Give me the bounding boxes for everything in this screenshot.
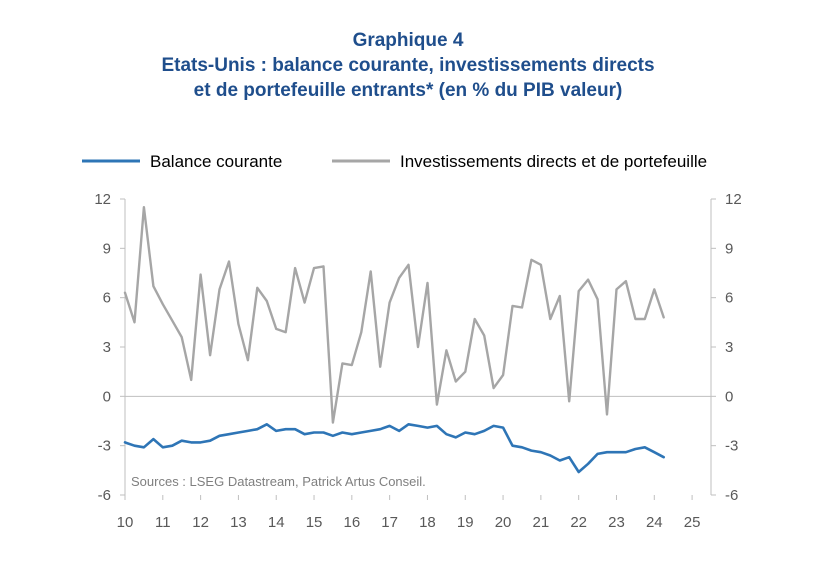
y-tick-label-left: 9 xyxy=(103,240,111,257)
chart-subtitle-line-1: Etats-Unis : balance courante, investiss… xyxy=(161,55,655,76)
chart-title: Graphique 4 xyxy=(352,30,464,51)
y-tick-label-left: -3 xyxy=(98,438,111,455)
x-tick-label: 16 xyxy=(343,514,360,531)
x-tick-label: 21 xyxy=(533,514,550,531)
x-tick-label: 24 xyxy=(646,514,663,531)
y-tick-label-right: 12 xyxy=(725,191,742,208)
x-tick-label: 10 xyxy=(117,514,134,531)
x-tick-label: 11 xyxy=(155,514,171,531)
series-layer xyxy=(123,206,665,474)
y-tick-label-right: 9 xyxy=(725,240,733,257)
y-tick-label-right: -6 xyxy=(725,487,738,504)
chart-subtitle-line-2: et de portefeuille entrants* (en % du PI… xyxy=(193,80,623,101)
source-note: Sources : LSEG Datastream, Patrick Artus… xyxy=(131,474,426,489)
x-tick-label: 20 xyxy=(495,514,512,531)
legend: Balance courante Investissements directs… xyxy=(82,152,707,171)
y-tick-label-right: 6 xyxy=(725,290,733,307)
y-tick-label-right: 0 xyxy=(725,388,733,405)
y-tick-label-right: -3 xyxy=(725,438,738,455)
legend-label-invest: Investissements directs et de portefeuil… xyxy=(400,152,707,171)
x-tick-label: 25 xyxy=(684,514,701,531)
x-tick-label: 19 xyxy=(457,514,474,531)
x-tick-label: 18 xyxy=(419,514,436,531)
x-tick-label: 23 xyxy=(608,514,625,531)
x-tick-label: 17 xyxy=(381,514,398,531)
x-tick-label: 15 xyxy=(306,514,323,531)
y-tick-label-left: 12 xyxy=(94,191,111,208)
series-line-balance-courante xyxy=(123,423,665,474)
x-tick-label: 12 xyxy=(192,514,209,531)
x-tick-label: 22 xyxy=(570,514,587,531)
y-tick-label-right: 3 xyxy=(725,339,733,356)
y-tick-label-left: 6 xyxy=(103,290,111,307)
y-tick-label-left: -6 xyxy=(98,487,111,504)
x-tick-label: 14 xyxy=(268,514,285,531)
x-tick-label: 13 xyxy=(230,514,247,531)
tick-layer: 12 12 9 9 6 6 3 3 0 0 -3 -3 -6 -6 10 11 12 13 14 15 16 17 18 19… xyxy=(94,191,741,531)
series-line-investissements xyxy=(123,206,665,424)
y-tick-label-left: 0 xyxy=(103,388,111,405)
y-tick-label-left: 3 xyxy=(103,339,111,356)
legend-label-balance: Balance courante xyxy=(150,152,282,171)
